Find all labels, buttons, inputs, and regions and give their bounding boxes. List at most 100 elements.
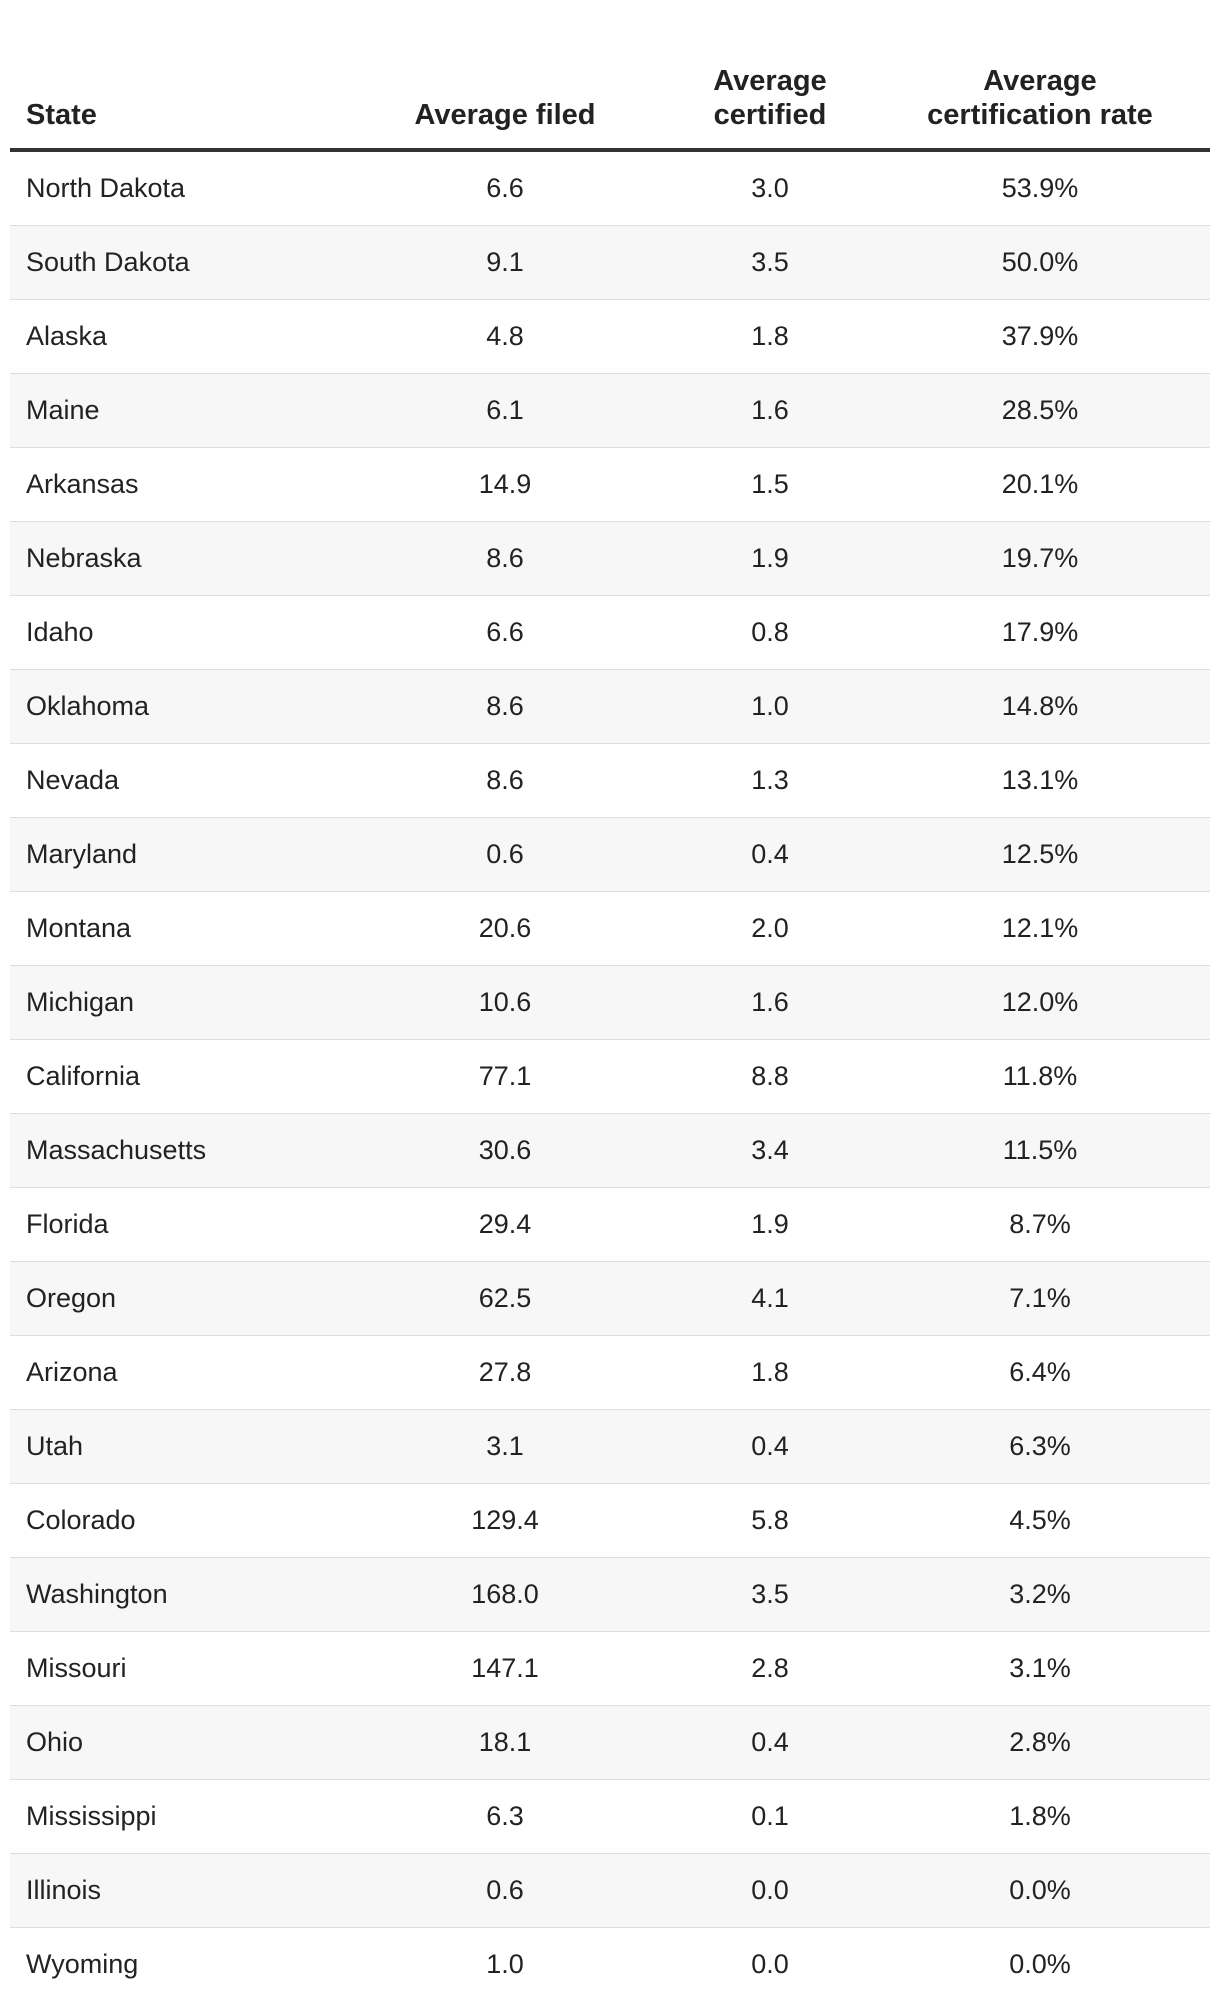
state-cell: Oregon [10, 1262, 340, 1336]
average-certified-cell: 1.8 [670, 300, 870, 374]
average-certified-cell: 8.8 [670, 1040, 870, 1114]
column-header-average-filed[interactable]: Average filed [340, 38, 670, 150]
header-line: certification rate [927, 99, 1153, 131]
state-cell: Missouri [10, 1632, 340, 1706]
certification-rate-cell: 2.8% [870, 1706, 1210, 1780]
certification-rate-cell: 13.1% [870, 744, 1210, 818]
certification-rate-cell: 12.0% [870, 966, 1210, 1040]
average-certified-cell: 0.0 [670, 1928, 870, 2001]
average-certified-cell: 0.1 [670, 1780, 870, 1854]
average-certified-cell: 4.1 [670, 1262, 870, 1336]
average-filed-cell: 129.4 [340, 1484, 670, 1558]
average-certified-cell: 1.6 [670, 966, 870, 1040]
state-cell: Ohio [10, 1706, 340, 1780]
certification-rate-cell: 0.0% [870, 1928, 1210, 2001]
average-filed-cell: 18.1 [340, 1706, 670, 1780]
average-filed-cell: 9.1 [340, 226, 670, 300]
average-filed-cell: 4.8 [340, 300, 670, 374]
header-line: certified [714, 99, 827, 131]
state-cell: Nebraska [10, 522, 340, 596]
certification-rate-cell: 11.5% [870, 1114, 1210, 1188]
data-table: State Average filed Average certified Av… [10, 38, 1210, 2001]
state-cell: Colorado [10, 1484, 340, 1558]
state-cell: Arizona [10, 1336, 340, 1410]
average-certified-cell: 1.6 [670, 374, 870, 448]
state-cell: Massachusetts [10, 1114, 340, 1188]
state-cell: California [10, 1040, 340, 1114]
certification-rate-cell: 4.5% [870, 1484, 1210, 1558]
certification-rate-cell: 17.9% [870, 596, 1210, 670]
average-certified-cell: 3.5 [670, 226, 870, 300]
average-filed-cell: 30.6 [340, 1114, 670, 1188]
average-filed-cell: 3.1 [340, 1410, 670, 1484]
average-certified-cell: 1.0 [670, 670, 870, 744]
certification-rate-cell: 50.0% [870, 226, 1210, 300]
average-certified-cell: 0.0 [670, 1854, 870, 1928]
state-cell: Montana [10, 892, 340, 966]
column-header-state[interactable]: State [10, 38, 340, 150]
state-cell: Utah [10, 1410, 340, 1484]
state-cell: South Dakota [10, 226, 340, 300]
state-cell: Maine [10, 374, 340, 448]
average-certified-cell: 1.5 [670, 448, 870, 522]
average-filed-cell: 147.1 [340, 1632, 670, 1706]
state-cell: Mississippi [10, 1780, 340, 1854]
column-header-average-certification-rate[interactable]: Average certification rate [870, 38, 1210, 150]
state-cell: Oklahoma [10, 670, 340, 744]
average-certified-cell: 0.4 [670, 818, 870, 892]
average-filed-cell: 6.6 [340, 596, 670, 670]
average-certified-cell: 1.9 [670, 522, 870, 596]
average-certified-cell: 3.4 [670, 1114, 870, 1188]
state-cell: Nevada [10, 744, 340, 818]
state-cell: Florida [10, 1188, 340, 1262]
certification-rate-cell: 6.3% [870, 1410, 1210, 1484]
certification-rate-cell: 11.8% [870, 1040, 1210, 1114]
average-filed-cell: 8.6 [340, 744, 670, 818]
state-cell: Michigan [10, 966, 340, 1040]
certification-rate-cell: 12.5% [870, 818, 1210, 892]
header-line: Average filed [414, 99, 595, 131]
table-header: State Average filed Average certified Av… [10, 38, 1210, 150]
average-filed-cell: 0.6 [340, 1854, 670, 1928]
column-header-average-certified[interactable]: Average certified [670, 38, 870, 150]
average-filed-cell: 6.6 [340, 150, 670, 226]
average-certified-cell: 1.3 [670, 744, 870, 818]
state-cell: Illinois [10, 1854, 340, 1928]
average-filed-cell: 168.0 [340, 1558, 670, 1632]
certification-rate-cell: 7.1% [870, 1262, 1210, 1336]
average-filed-cell: 6.3 [340, 1780, 670, 1854]
certification-rate-cell: 37.9% [870, 300, 1210, 374]
state-cell: Maryland [10, 818, 340, 892]
average-filed-cell: 8.6 [340, 522, 670, 596]
average-filed-cell: 0.6 [340, 818, 670, 892]
certification-rate-cell: 3.1% [870, 1632, 1210, 1706]
average-filed-cell: 8.6 [340, 670, 670, 744]
header-line: Average [713, 65, 826, 97]
average-filed-cell: 77.1 [340, 1040, 670, 1114]
state-cell: North Dakota [10, 150, 340, 226]
average-filed-cell: 29.4 [340, 1188, 670, 1262]
average-filed-cell: 14.9 [340, 448, 670, 522]
header-row: State Average filed Average certified Av… [10, 38, 1210, 150]
average-certified-cell: 2.8 [670, 1632, 870, 1706]
average-certified-cell: 3.5 [670, 1558, 870, 1632]
